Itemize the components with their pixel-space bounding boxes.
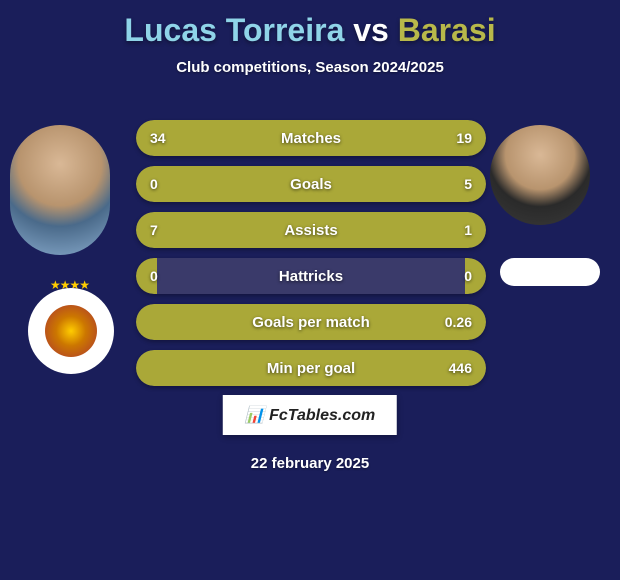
stat-value-player2: 0.26: [445, 304, 472, 340]
player1-avatar: [10, 125, 110, 255]
stat-value-player2: 5: [464, 166, 472, 202]
stat-row: Matches34 19: [136, 120, 486, 156]
stat-value-player2: 0: [464, 258, 472, 294]
stat-value-player2: 19: [456, 120, 472, 156]
player1-club-badge: [28, 288, 114, 374]
source-badge: 📊 FcTables.com: [223, 395, 397, 435]
subtitle: Club competitions, Season 2024/2025: [0, 59, 620, 76]
stat-label: Goals: [136, 166, 486, 202]
stat-label: Min per goal: [136, 350, 486, 386]
player2-club-badge: [500, 258, 600, 286]
stat-value-player2: 1: [464, 212, 472, 248]
stat-label: Matches: [136, 120, 486, 156]
stat-row: Goals per match0.26: [136, 304, 486, 340]
stat-row: Goals0 5: [136, 166, 486, 202]
stat-value-player2: 446: [449, 350, 472, 386]
vs-text: vs: [353, 12, 389, 48]
stat-label: Assists: [136, 212, 486, 248]
player2-avatar: [490, 125, 590, 225]
stat-row: Assists7 1: [136, 212, 486, 248]
player1-name: Lucas Torreira: [124, 12, 344, 48]
stat-label: Hattricks: [136, 258, 486, 294]
stat-value-player1: 7: [150, 212, 158, 248]
stat-row: Hattricks0 0: [136, 258, 486, 294]
stats-container: Matches3419Goals05Assists71Hattricks00Go…: [136, 120, 486, 396]
stat-row: Min per goal446: [136, 350, 486, 386]
stat-label: Goals per match: [136, 304, 486, 340]
club-crest-icon: [45, 305, 97, 357]
player2-name: Barasi: [398, 12, 496, 48]
date-label: 22 february 2025: [0, 455, 620, 472]
stat-value-player1: 34: [150, 120, 166, 156]
stat-value-player1: 0: [150, 166, 158, 202]
comparison-title: Lucas Torreira vs Barasi: [0, 0, 620, 49]
stat-value-player1: 0: [150, 258, 158, 294]
